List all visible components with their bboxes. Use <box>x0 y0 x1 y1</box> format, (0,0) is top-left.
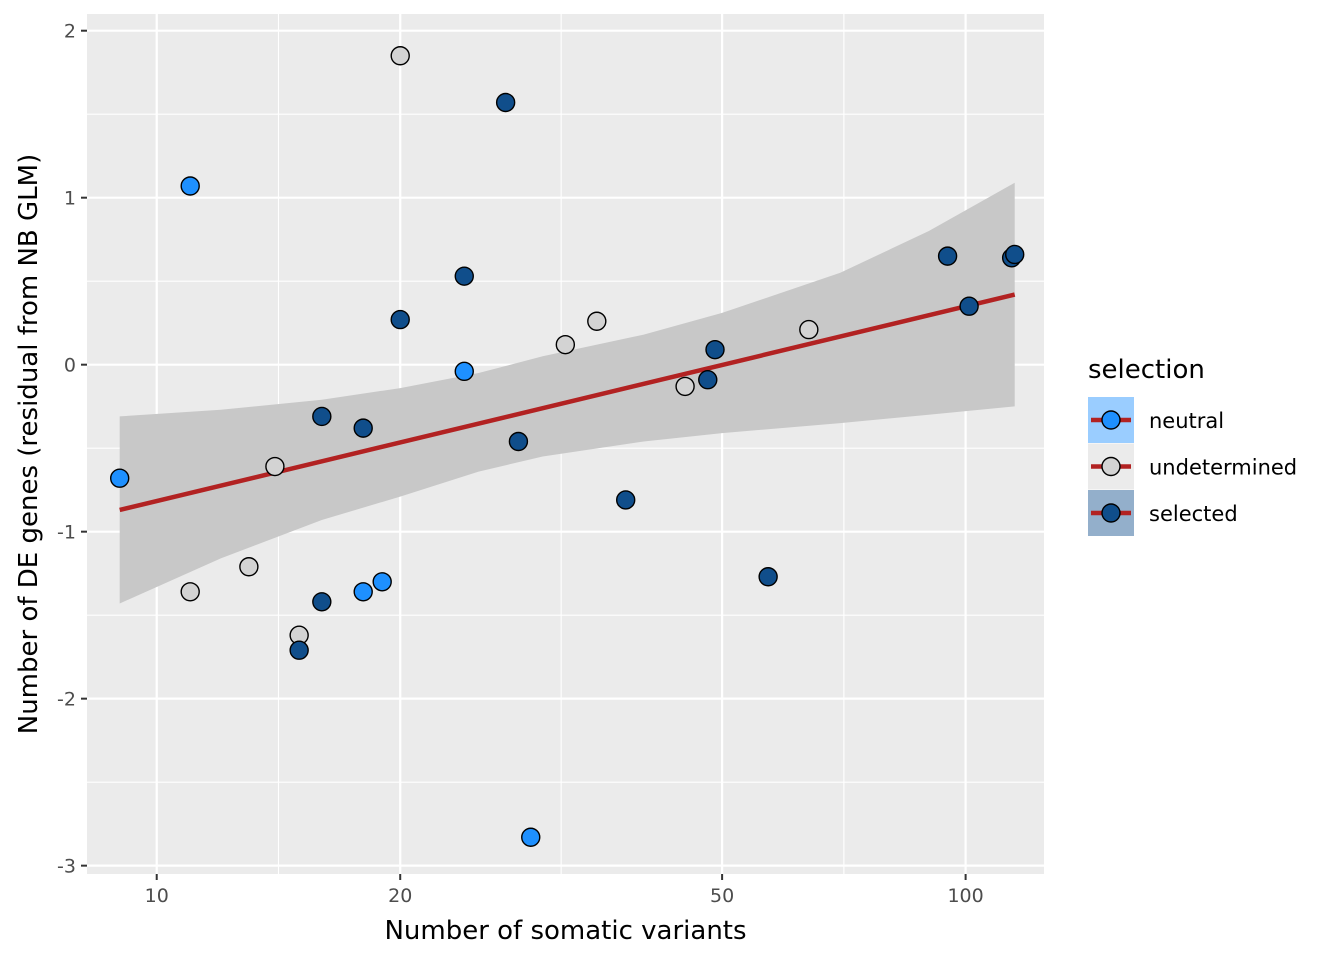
data-point-neutral <box>372 572 392 592</box>
data-point-neutral <box>454 361 474 382</box>
y-axis-title: Number of DE genes (residual from NB GLM… <box>14 154 44 735</box>
y-axis: -3 -2 -1 0 1 2 <box>57 21 87 878</box>
y-tick-label: 1 <box>64 188 76 210</box>
data-point-selected <box>508 431 529 452</box>
confidence-band <box>119 182 1015 604</box>
legend: selection neutral undetermined selected <box>1088 355 1297 536</box>
data-point-undetermined <box>587 311 607 331</box>
data-point-selected <box>454 266 474 286</box>
data-point-selected <box>1005 244 1025 265</box>
data-point-undetermined <box>555 334 576 355</box>
legend-key-selected-marker <box>1101 503 1121 523</box>
data-point-selected <box>758 567 778 587</box>
y-tick-label: -3 <box>57 856 76 878</box>
y-tick-label: -1 <box>57 522 76 544</box>
data-point-undetermined <box>390 46 410 66</box>
x-axis: 10 20 50 100 <box>145 874 984 907</box>
legend-label-undetermined: undetermined <box>1149 456 1297 480</box>
legend-label-neutral: neutral <box>1149 409 1224 433</box>
y-tick-label: -2 <box>57 689 76 711</box>
data-point-neutral <box>353 582 373 602</box>
data-point-selected <box>959 296 979 316</box>
data-point-selected <box>495 92 516 113</box>
data-point-neutral <box>521 827 541 847</box>
data-point-selected <box>312 592 332 612</box>
data-point-undetermined <box>239 557 259 577</box>
data-point-undetermined <box>265 456 285 477</box>
y-tick-label: 2 <box>64 21 76 43</box>
data-point-undetermined <box>675 376 695 397</box>
data-point-selected <box>353 418 373 438</box>
data-point-neutral <box>180 176 200 196</box>
data-point-selected <box>698 370 718 390</box>
legend-key-undetermined-marker <box>1101 456 1121 477</box>
x-tick-label: 20 <box>388 885 412 907</box>
data-point-undetermined <box>180 582 200 602</box>
x-tick-label: 100 <box>947 885 983 907</box>
data-point-selected <box>937 246 958 266</box>
data-point-selected <box>289 640 309 660</box>
points-layer <box>110 46 1025 847</box>
confidence-band-layer <box>119 182 1015 604</box>
legend-label-selected: selected <box>1149 502 1238 526</box>
data-point-selected <box>615 490 636 510</box>
x-axis-title: Number of somatic variants <box>384 916 746 946</box>
data-point-selected <box>390 309 410 330</box>
x-tick-label: 10 <box>145 885 169 907</box>
y-tick-label: 0 <box>64 355 76 377</box>
x-tick-label: 50 <box>710 885 734 907</box>
data-point-neutral <box>110 468 130 488</box>
legend-title: selection <box>1088 355 1205 385</box>
legend-key-neutral-marker <box>1101 410 1121 430</box>
data-point-selected <box>705 339 725 360</box>
data-point-undetermined <box>799 319 819 340</box>
data-point-selected <box>312 406 332 427</box>
